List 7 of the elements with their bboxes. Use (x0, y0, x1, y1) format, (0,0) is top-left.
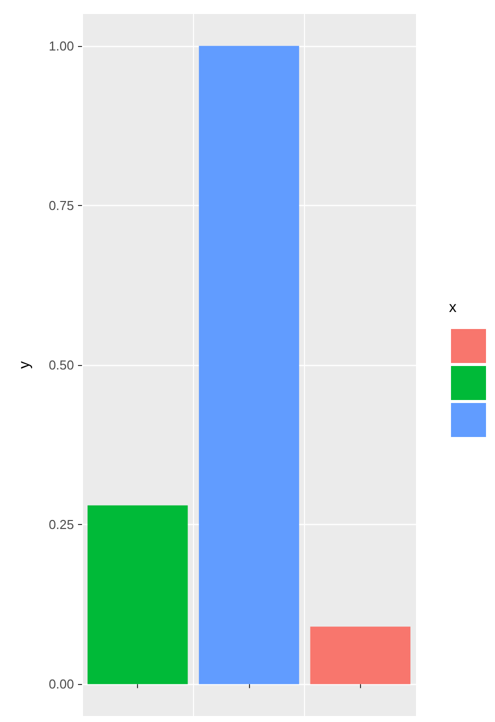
y-tick-label: 0.25 (48, 517, 74, 532)
legend-title: x (449, 299, 457, 316)
y-tick-label: 0.00 (48, 676, 74, 692)
y-tick-label: 0.50 (48, 358, 74, 372)
y-tick-label: 0.75 (48, 198, 74, 213)
y-tick-label: 1.00 (48, 38, 74, 54)
y-axis-title: y (16, 360, 33, 369)
